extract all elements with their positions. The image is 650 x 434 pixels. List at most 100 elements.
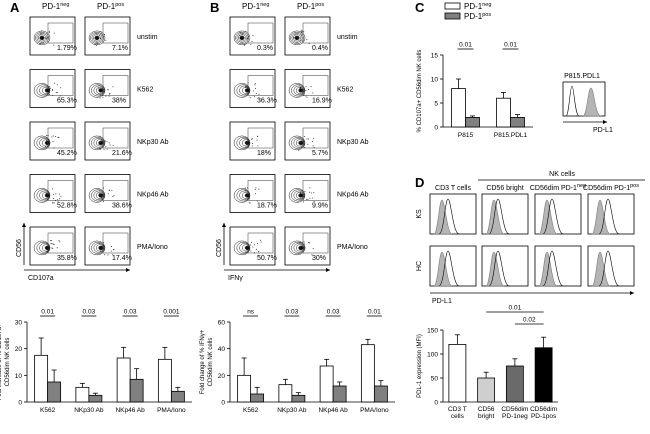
gate-percentage: 52.8% [57, 203, 77, 210]
density-pos-dot [303, 247, 305, 249]
density-neg-dot [52, 202, 54, 204]
category-label: NKp46 Ab [318, 407, 348, 414]
density-pos-contour [290, 31, 304, 44]
density-pos-contour [98, 140, 104, 146]
density-pos-contour [293, 138, 305, 148]
flow-plot-neg [29, 226, 76, 266]
density-neg-dot [55, 92, 57, 94]
density-pos-dot [102, 140, 104, 142]
density-pos-dot [307, 143, 309, 145]
density-pos-contour [288, 83, 306, 98]
density-pos-dot [107, 193, 109, 195]
density-neg-dot [254, 189, 256, 191]
density-neg-contour [235, 31, 249, 44]
density-neg-dot [250, 241, 252, 243]
density-neg-contour [35, 31, 49, 44]
density-neg-dot [50, 87, 52, 89]
significance-label: 0.001 [163, 309, 180, 316]
density-pos-contour [98, 88, 104, 93]
density-neg-dot [245, 251, 247, 253]
condition-label: PMA/Iono [137, 244, 168, 251]
y-axis-title: % CD107a+ CD56dim NK cells [417, 50, 423, 133]
density-neg-dot [248, 145, 250, 147]
density-pos-dot [101, 195, 103, 197]
density-neg-dot [254, 83, 256, 85]
gate-percentage: 45.2% [57, 150, 77, 157]
y-axis-title: PDL-1 expression (MFI) [417, 334, 423, 398]
y-tick-label: 20 [15, 346, 23, 353]
density-neg-contour [44, 193, 50, 198]
density-pos-dot [102, 248, 104, 250]
density-neg-dot [46, 135, 48, 137]
density-pos [88, 83, 114, 99]
density-neg-dot [57, 136, 59, 138]
category-label: P815 [458, 132, 474, 139]
density-pos-dot [102, 245, 104, 247]
density-pos-dot [98, 84, 100, 86]
bar-pd-1-pos [47, 381, 62, 403]
histogram-x-label: PD-L1 [593, 127, 613, 134]
density-pos-dot [112, 145, 114, 147]
density-pos-dot [304, 146, 306, 148]
density-pos-contour [291, 189, 305, 202]
column-header-pos: PD-1pos [97, 2, 124, 11]
density-pos-dot [105, 95, 107, 97]
density-pos-contour [291, 136, 305, 149]
gate-percentage: 5.7% [312, 150, 328, 157]
gate-percentage: 38% [112, 98, 126, 105]
density-pos-contour [288, 30, 306, 46]
panel-letter: C [415, 0, 425, 15]
y-tick-label: 150 [427, 328, 438, 335]
condition-label: K562 [137, 87, 153, 94]
density-neg-dot [258, 254, 260, 256]
density-neg-dot [257, 242, 259, 244]
density-pos-dot [100, 33, 102, 35]
bar-value [448, 343, 467, 403]
density-neg-dot [58, 97, 60, 99]
density-neg-dot [250, 250, 252, 252]
density-pos-contour [91, 241, 105, 254]
density-pos-contour [295, 191, 304, 199]
density-pos-dot [102, 34, 104, 36]
column-header-neg: PD-1neg [242, 2, 269, 11]
density-neg-contour [39, 35, 45, 41]
density-neg-dot [51, 95, 53, 97]
density-neg [233, 135, 259, 151]
density-neg-dot [249, 96, 251, 98]
density-pos-dot [303, 241, 305, 243]
flow-plot-neg [229, 69, 276, 108]
density-pos-dot [304, 191, 306, 193]
density-pos-dot [101, 139, 103, 141]
density-pos-dot [307, 88, 309, 90]
density-neg-dot [248, 201, 250, 203]
x-axis-label: IFNγ [228, 275, 243, 282]
density-pos-dot [96, 44, 98, 46]
significance-label: 0.01 [368, 309, 381, 316]
density-pos-dot [306, 96, 308, 98]
density-neg-dot [52, 194, 54, 196]
histogram-pdl1 [488, 250, 510, 287]
y-tick-label: 5 [434, 101, 438, 108]
density-neg [33, 134, 60, 151]
density-pos-contour [298, 88, 304, 93]
condition-label: unstim [137, 34, 158, 41]
density-pos-dot [293, 37, 295, 39]
density-neg-dot [256, 200, 258, 202]
density-pos-dot [303, 93, 305, 95]
x-axis-arrow-head [326, 268, 330, 272]
density-neg-contour [238, 34, 246, 42]
density-neg-dot [252, 246, 254, 248]
density-pos-dot [103, 149, 105, 151]
density-neg-contour [233, 30, 251, 46]
density-pos [88, 30, 107, 46]
density-pos-dot [98, 193, 100, 195]
density-pos-dot [99, 242, 101, 244]
density-neg-dot [41, 30, 43, 32]
bar-pd-1-neg [278, 384, 293, 403]
panel-letter: A [10, 0, 20, 15]
density-pos-dot [103, 244, 105, 246]
significance-label: 0.03 [286, 309, 299, 316]
density-neg-dot [51, 89, 53, 91]
density-neg-dot [243, 44, 245, 46]
density-pos-dot [100, 38, 102, 40]
